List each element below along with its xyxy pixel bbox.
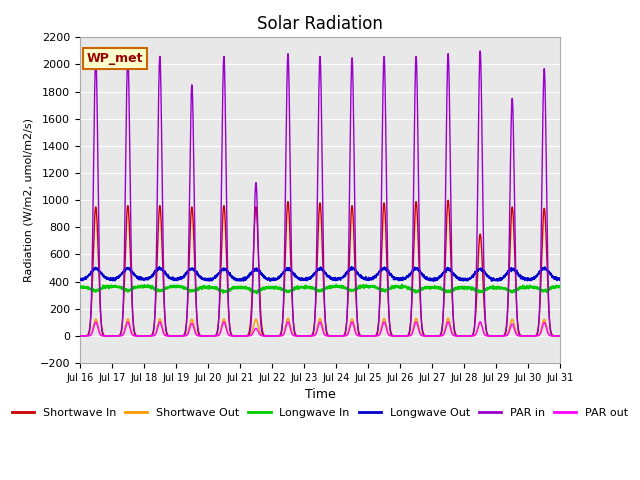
Title: Solar Radiation: Solar Radiation (257, 15, 383, 33)
Y-axis label: Radiation (W/m2, umol/m2/s): Radiation (W/m2, umol/m2/s) (24, 118, 34, 282)
X-axis label: Time: Time (305, 388, 335, 401)
Text: WP_met: WP_met (87, 52, 143, 65)
Legend: Shortwave In, Shortwave Out, Longwave In, Longwave Out, PAR in, PAR out: Shortwave In, Shortwave Out, Longwave In… (7, 404, 633, 422)
